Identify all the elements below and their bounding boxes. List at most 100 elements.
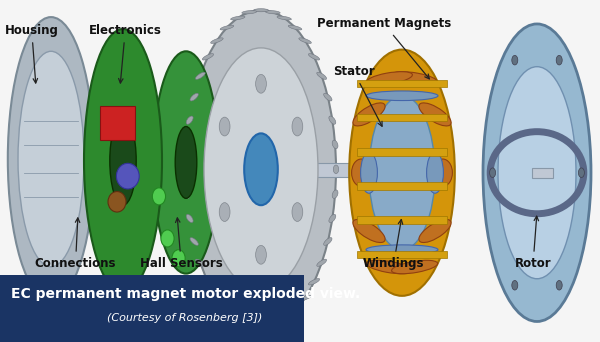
Ellipse shape: [242, 325, 257, 328]
Ellipse shape: [265, 325, 280, 328]
Ellipse shape: [317, 259, 326, 266]
FancyBboxPatch shape: [0, 275, 304, 342]
Ellipse shape: [230, 16, 245, 20]
Ellipse shape: [202, 54, 214, 60]
Bar: [357, 148, 447, 156]
Ellipse shape: [36, 283, 48, 302]
Ellipse shape: [256, 246, 266, 264]
Ellipse shape: [116, 163, 139, 189]
Ellipse shape: [329, 214, 336, 223]
Ellipse shape: [366, 245, 438, 254]
Ellipse shape: [349, 50, 455, 296]
Ellipse shape: [219, 202, 230, 222]
Ellipse shape: [18, 51, 84, 267]
Ellipse shape: [184, 140, 190, 149]
Ellipse shape: [317, 72, 326, 79]
Ellipse shape: [299, 295, 311, 301]
Ellipse shape: [366, 91, 438, 101]
Text: Rotor: Rotor: [515, 216, 551, 270]
Ellipse shape: [108, 192, 126, 212]
Bar: [532, 168, 553, 178]
Ellipse shape: [190, 238, 199, 245]
Ellipse shape: [277, 318, 292, 323]
Ellipse shape: [202, 278, 214, 285]
Ellipse shape: [419, 220, 451, 242]
Ellipse shape: [172, 250, 185, 267]
Ellipse shape: [184, 190, 190, 198]
Ellipse shape: [219, 117, 230, 136]
Ellipse shape: [353, 103, 385, 126]
Ellipse shape: [48, 283, 60, 302]
Ellipse shape: [367, 260, 412, 274]
Ellipse shape: [483, 24, 591, 321]
Ellipse shape: [369, 96, 435, 250]
Ellipse shape: [334, 165, 339, 174]
Text: Housing: Housing: [5, 24, 59, 83]
Ellipse shape: [578, 168, 584, 177]
Ellipse shape: [498, 67, 576, 279]
Ellipse shape: [292, 203, 303, 222]
Ellipse shape: [256, 75, 266, 93]
Text: Windings: Windings: [363, 220, 425, 270]
Bar: [357, 182, 447, 190]
Bar: [357, 216, 447, 224]
Ellipse shape: [161, 230, 174, 247]
Ellipse shape: [190, 93, 199, 101]
Ellipse shape: [556, 55, 562, 65]
Ellipse shape: [196, 259, 205, 266]
Ellipse shape: [367, 72, 412, 85]
Ellipse shape: [196, 72, 205, 79]
Bar: [357, 114, 447, 121]
Ellipse shape: [329, 116, 336, 124]
Text: Electronics: Electronics: [89, 24, 161, 83]
Text: EC permanent magnet motor exploded view.: EC permanent magnet motor exploded view.: [11, 287, 360, 301]
Ellipse shape: [211, 295, 223, 301]
Ellipse shape: [277, 16, 292, 20]
Ellipse shape: [433, 159, 452, 186]
Ellipse shape: [332, 190, 338, 198]
Ellipse shape: [427, 152, 443, 193]
Ellipse shape: [288, 25, 302, 30]
Ellipse shape: [392, 72, 437, 85]
Ellipse shape: [60, 283, 72, 302]
Text: Stator: Stator: [333, 65, 382, 126]
Ellipse shape: [244, 133, 278, 205]
Ellipse shape: [175, 127, 197, 198]
Ellipse shape: [353, 220, 385, 242]
Ellipse shape: [288, 308, 302, 313]
Ellipse shape: [299, 38, 311, 43]
Ellipse shape: [352, 159, 371, 186]
Text: Connections: Connections: [35, 218, 116, 270]
Ellipse shape: [204, 48, 318, 291]
Ellipse shape: [308, 278, 320, 285]
Ellipse shape: [323, 238, 332, 245]
Ellipse shape: [152, 188, 166, 205]
Bar: [357, 251, 447, 258]
Ellipse shape: [332, 140, 338, 149]
Ellipse shape: [308, 54, 320, 60]
Ellipse shape: [361, 152, 377, 193]
Bar: [357, 80, 447, 87]
Ellipse shape: [512, 280, 518, 290]
Text: (Courtesy of Rosenberg [3]): (Courtesy of Rosenberg [3]): [107, 314, 262, 324]
Ellipse shape: [220, 308, 234, 313]
Ellipse shape: [186, 214, 193, 223]
Ellipse shape: [153, 51, 219, 274]
Ellipse shape: [392, 260, 437, 274]
Ellipse shape: [186, 116, 193, 124]
Ellipse shape: [84, 29, 162, 292]
Ellipse shape: [8, 17, 94, 301]
Ellipse shape: [242, 11, 257, 14]
Ellipse shape: [254, 327, 269, 330]
Ellipse shape: [184, 165, 188, 173]
Bar: [271, 163, 356, 177]
Ellipse shape: [512, 55, 518, 65]
Text: Permanent Magnets: Permanent Magnets: [317, 17, 451, 79]
Ellipse shape: [265, 11, 280, 14]
Ellipse shape: [292, 117, 303, 136]
Ellipse shape: [220, 25, 234, 30]
Bar: [100, 106, 135, 140]
Ellipse shape: [323, 93, 332, 101]
Text: Hall Sensors: Hall Sensors: [140, 218, 223, 270]
Ellipse shape: [211, 38, 223, 43]
